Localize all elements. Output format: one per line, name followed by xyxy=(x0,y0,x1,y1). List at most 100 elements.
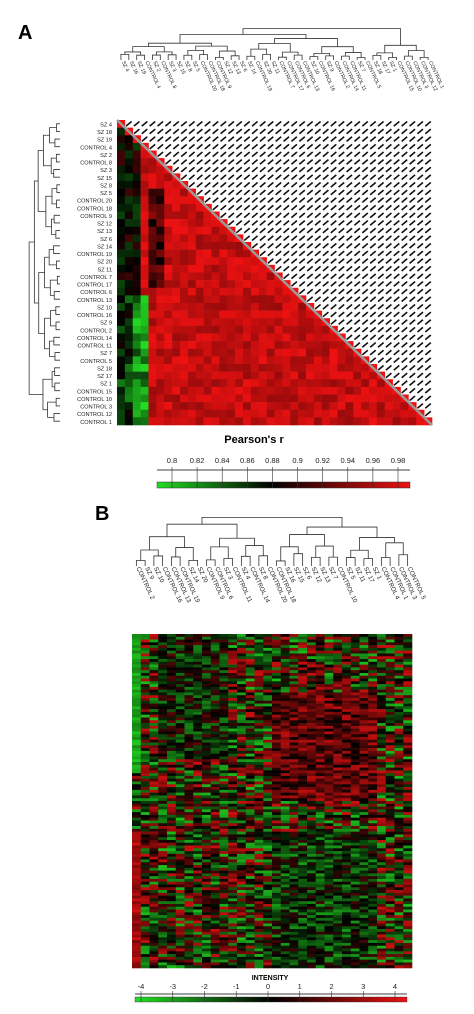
intensity-cell xyxy=(202,851,212,855)
intensity-cell xyxy=(385,865,395,869)
correlation-cell xyxy=(148,364,157,372)
correlation-cell xyxy=(211,295,220,304)
intensity-cell xyxy=(202,834,212,838)
intensity-cell xyxy=(333,812,343,816)
intensity-cell xyxy=(307,639,317,643)
intensity-cell xyxy=(298,792,308,796)
intensity-cell xyxy=(342,709,352,713)
intensity-cell xyxy=(167,806,177,810)
intensity-cell xyxy=(158,639,168,643)
intensity-cell xyxy=(307,678,317,682)
intensity-cell xyxy=(132,636,142,640)
intensity-cell xyxy=(245,898,255,902)
intensity-cell xyxy=(324,759,334,763)
intensity-cell xyxy=(324,647,334,651)
correlation-cell xyxy=(148,310,157,319)
intensity-cell xyxy=(184,845,194,849)
intensity-cell xyxy=(350,778,360,782)
intensity-cell xyxy=(219,803,229,807)
intensity-cell xyxy=(219,762,229,766)
intensity-cell xyxy=(263,695,273,699)
intensity-cell xyxy=(184,750,194,754)
intensity-cell xyxy=(377,634,387,638)
intensity-cell xyxy=(272,778,282,782)
intensity-cell xyxy=(385,806,395,810)
intensity-cell xyxy=(307,642,317,646)
intensity-cell xyxy=(149,898,159,902)
scatter-cell xyxy=(212,120,219,127)
scale-tick-label: 0.92 xyxy=(315,456,330,465)
intensity-cell xyxy=(193,706,203,710)
intensity-cell xyxy=(219,767,229,771)
dendrogram-branch xyxy=(42,378,53,411)
correlation-cell xyxy=(124,386,134,395)
correlation-cell xyxy=(164,379,173,388)
intensity-cell xyxy=(158,678,168,682)
scatter-cell xyxy=(346,227,353,234)
scatter-cell xyxy=(361,319,369,325)
intensity-cell xyxy=(158,706,168,710)
correlation-cell xyxy=(313,402,323,411)
intensity-cell xyxy=(167,728,177,732)
intensity-cell xyxy=(184,698,194,702)
intensity-cell xyxy=(333,817,343,821)
intensity-cell xyxy=(368,650,378,654)
intensity-cell xyxy=(132,634,142,638)
intensity-cell xyxy=(237,795,247,799)
correlation-cell xyxy=(235,409,244,418)
scatter-cell xyxy=(235,181,243,188)
intensity-cell xyxy=(210,859,220,863)
correlation-cell xyxy=(290,364,299,372)
intensity-cell xyxy=(377,831,387,835)
intensity-cell xyxy=(342,848,352,852)
correlation-cell xyxy=(148,303,157,311)
row-label: CONTROL 12 xyxy=(77,412,112,418)
intensity-cell xyxy=(359,647,369,651)
intensity-cell xyxy=(280,695,290,699)
correlation-cell xyxy=(298,371,307,380)
correlation-cell xyxy=(132,417,141,426)
correlation-cell xyxy=(258,341,267,350)
scatter-cell xyxy=(196,120,203,127)
intensity-cell xyxy=(228,842,238,846)
intensity-cell xyxy=(263,636,273,640)
correlation-cell xyxy=(132,280,141,289)
correlation-cell xyxy=(132,142,141,151)
intensity-cell xyxy=(149,789,159,793)
correlation-cell xyxy=(117,325,126,334)
intensity-cell xyxy=(254,700,264,704)
intensity-cell xyxy=(403,789,413,793)
intensity-cell xyxy=(263,689,273,693)
scatter-cell xyxy=(424,296,432,303)
correlation-cell xyxy=(132,196,141,205)
intensity-cell xyxy=(193,720,203,724)
correlation-cell xyxy=(376,402,386,411)
scatter-cell xyxy=(361,281,369,287)
scatter-cell xyxy=(283,166,290,173)
intensity-cell xyxy=(280,887,290,891)
intensity-cell xyxy=(342,714,352,718)
intensity-cell xyxy=(298,711,308,716)
intensity-cell xyxy=(342,689,352,693)
intensity-cell xyxy=(167,820,177,824)
intensity-cell xyxy=(184,778,194,782)
intensity-cell xyxy=(237,684,247,688)
scatter-cell xyxy=(361,227,369,234)
scatter-cell xyxy=(338,174,345,181)
scatter-cell xyxy=(377,159,385,165)
intensity-cell xyxy=(237,695,247,699)
intensity-cell xyxy=(149,795,159,799)
intensity-cell xyxy=(324,884,334,888)
intensity-cell xyxy=(228,709,238,713)
intensity-cell xyxy=(175,650,185,654)
scatter-cell xyxy=(172,166,180,173)
correlation-cell xyxy=(195,356,204,365)
intensity-cell xyxy=(149,906,159,910)
intensity-cell xyxy=(307,876,317,880)
correlation-cell xyxy=(266,417,275,426)
intensity-cell xyxy=(333,650,343,654)
intensity-cell xyxy=(307,895,317,899)
intensity-cell xyxy=(315,756,325,760)
intensity-cell xyxy=(359,845,369,849)
correlation-cell xyxy=(180,386,189,395)
